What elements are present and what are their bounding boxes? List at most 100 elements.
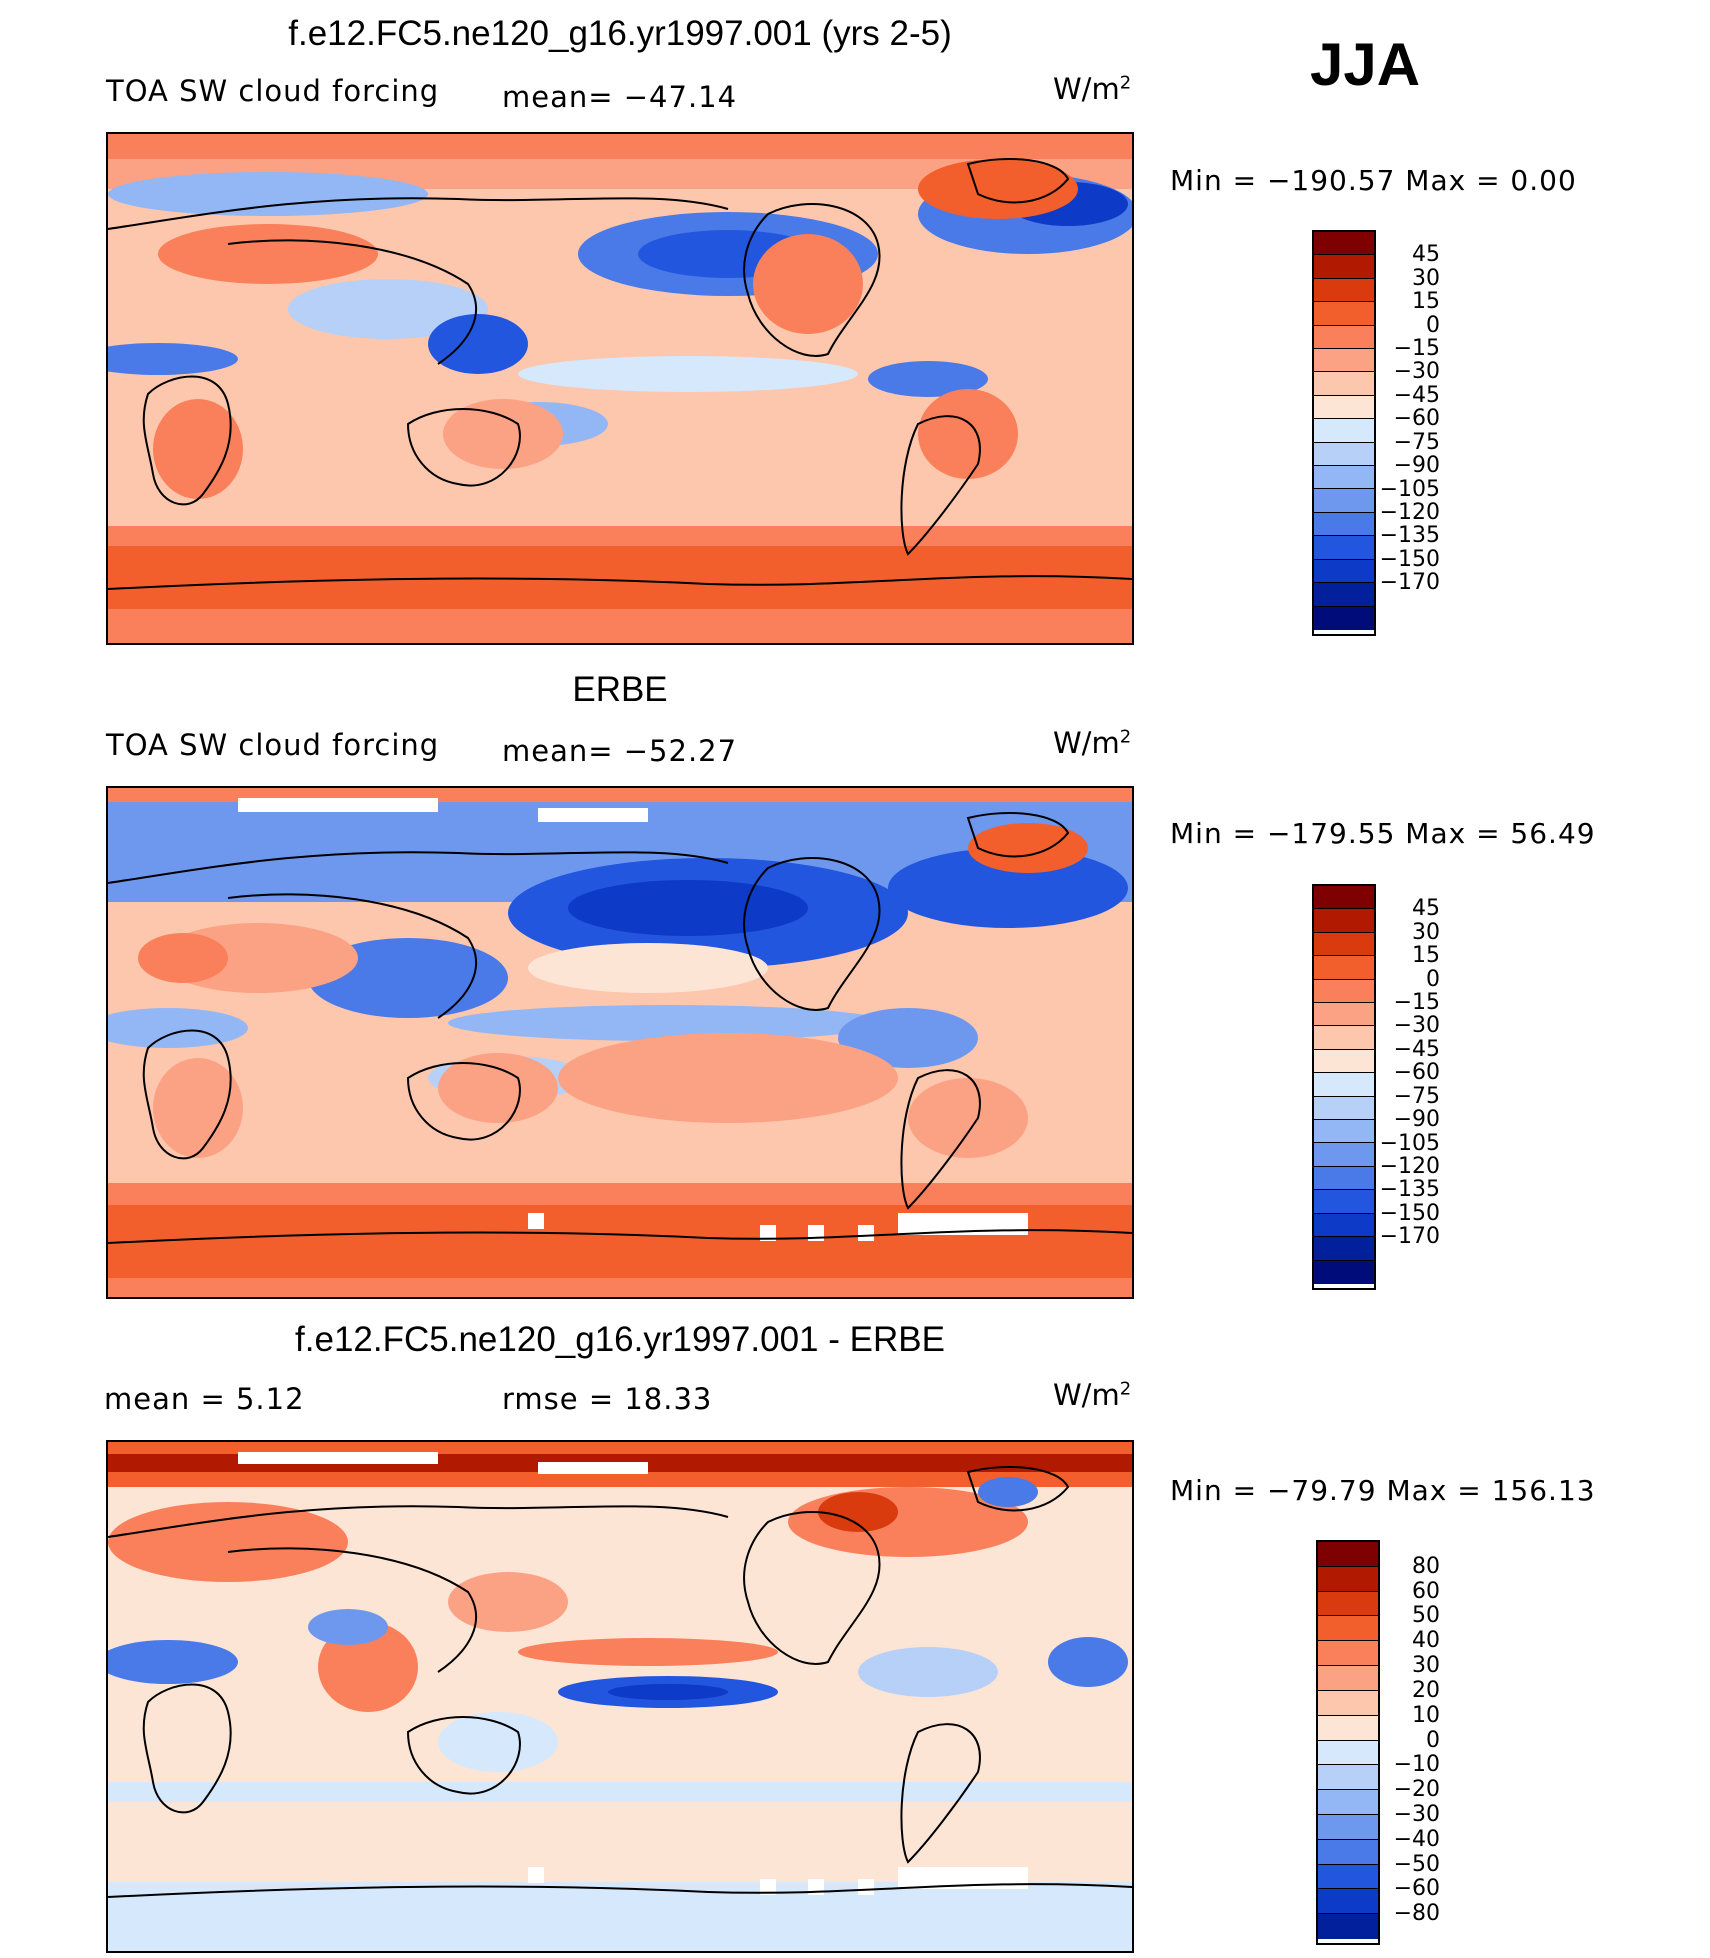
colorbar-swatch [1318, 1542, 1378, 1567]
colorbar-swatch [1314, 583, 1374, 607]
colorbar-swatch [1314, 395, 1374, 420]
colorbar-tick-label: −150 [1379, 1200, 1440, 1226]
colorbar-tick-label: −90 [1393, 453, 1440, 479]
colorbar-swatch [1314, 979, 1374, 1004]
panel-mean-label: mean= −47.14 [502, 80, 738, 114]
colorbar-swatch [1318, 1715, 1378, 1741]
colorbar-swatch [1318, 1690, 1378, 1716]
units-label: W/m2 [1053, 726, 1131, 760]
colorbar-swatch [1318, 1666, 1378, 1691]
colorbar-swatch [1318, 1641, 1378, 1667]
colorbar-swatch [1314, 886, 1374, 910]
panel-title: ERBE [572, 670, 668, 709]
colorbar-swatch [1318, 1790, 1378, 1815]
colorbar-swatch [1314, 1166, 1374, 1191]
colorbar-swatch [1314, 932, 1374, 957]
colorbar-swatch [1314, 1073, 1374, 1097]
colorbar-tick-label: 0 [1426, 1727, 1440, 1753]
units-superscript: 2 [1119, 72, 1132, 94]
colorbar-swatch [1314, 489, 1374, 513]
colorbar-swatch [1314, 909, 1374, 933]
colorbar-tick-label: −105 [1379, 1130, 1440, 1156]
units-superscript: 2 [1119, 726, 1132, 748]
colorbar-labels: 45 30 15 0 −15 −30 −45 −60 −75 −90 −105 −120 −135 −15… [1300, 230, 1440, 636]
map-field-model [108, 134, 1132, 643]
colorbar-swatch [1314, 1143, 1374, 1167]
colorbar-tick-label: 30 [1412, 1653, 1440, 1679]
season-label: JJA [1310, 31, 1421, 98]
colorbar-tick-label: 30 [1412, 265, 1440, 291]
colorbar-tick-label: 15 [1412, 943, 1440, 969]
colorbar-swatch [1314, 1190, 1374, 1214]
colorbar-swatch [1314, 302, 1374, 326]
panel-rmse-label: rmse = 18.33 [502, 1382, 713, 1416]
colorbar-tick-label: −40 [1393, 1826, 1440, 1852]
panel-left-label: TOA SW cloud forcing [106, 74, 440, 108]
colorbar-swatch [1318, 1814, 1378, 1840]
colorbar-tick-label: 60 [1412, 1578, 1440, 1604]
colorbar-tick-label: 45 [1412, 242, 1440, 268]
colorbar-swatch [1314, 442, 1374, 467]
colorbar-labels: 45 30 15 0 −15 −30 −45 −60 −75 −90 −105 −120 −135 −15… [1300, 884, 1440, 1290]
colorbar-tick-label: 20 [1412, 1677, 1440, 1703]
colorbar [1312, 230, 1376, 636]
colorbar-tick-label: −120 [1379, 499, 1440, 525]
colorbar [1316, 1540, 1380, 1945]
panel-left-label: TOA SW cloud forcing [106, 728, 440, 762]
colorbar-swatch [1314, 1213, 1374, 1238]
colorbar-tick-label: −30 [1393, 1801, 1440, 1827]
panel-mean-label: mean= −52.27 [502, 734, 738, 768]
colorbar-tick-label: −90 [1393, 1107, 1440, 1133]
colorbar-swatch [1318, 1591, 1378, 1617]
colorbar-tick-label: −45 [1393, 382, 1440, 408]
minmax-label: Min = −79.79 Max = 156.13 [1170, 1474, 1596, 1507]
colorbar-tick-label: −15 [1393, 336, 1440, 362]
colorbar-swatch [1318, 1616, 1378, 1642]
colorbar-swatch [1318, 1864, 1378, 1890]
colorbar-tick-label: 10 [1412, 1702, 1440, 1728]
units-label: W/m2 [1053, 1378, 1131, 1412]
colorbar-tick-label: −60 [1393, 1060, 1440, 1086]
colorbar-tick-label: −150 [1379, 546, 1440, 572]
colorbar-swatch [1314, 232, 1374, 256]
colorbar-tick-label: 50 [1412, 1603, 1440, 1629]
colorbar-tick-label: −135 [1379, 1177, 1440, 1203]
colorbar-tick-label: −75 [1393, 1083, 1440, 1109]
colorbar-swatch [1318, 1839, 1378, 1865]
colorbar-tick-label: −170 [1379, 1224, 1440, 1250]
map-panel-erbe [106, 786, 1134, 1299]
colorbar-swatch [1314, 1237, 1374, 1261]
units-superscript: 2 [1119, 1378, 1132, 1400]
colorbar-swatch [1318, 1914, 1378, 1939]
map-field-erbe [108, 788, 1132, 1297]
colorbar-swatch [1314, 419, 1374, 443]
colorbar-tick-label: 30 [1412, 919, 1440, 945]
colorbar-swatch [1314, 349, 1374, 373]
colorbar-swatch [1318, 1566, 1378, 1592]
colorbar-tick-label: −120 [1379, 1153, 1440, 1179]
colorbar-tick-label: −50 [1393, 1851, 1440, 1877]
map-panel-difference [106, 1440, 1134, 1953]
colorbar-tick-label: 15 [1412, 289, 1440, 315]
colorbar-tick-label: −80 [1393, 1901, 1440, 1927]
colorbar-tick-label: −170 [1379, 570, 1440, 596]
panel-title: f.e12.FC5.ne120_g16.yr1997.001 - ERBE [295, 1320, 945, 1359]
colorbar-tick-label: −105 [1379, 476, 1440, 502]
colorbar-tick-label: −75 [1393, 429, 1440, 455]
colorbar-tick-label: 0 [1426, 312, 1440, 338]
panel-mean-label: mean = 5.12 [104, 1382, 305, 1416]
colorbar-swatch [1318, 1889, 1378, 1915]
minmax-label: Min = −179.55 Max = 56.49 [1170, 817, 1596, 850]
colorbar-tick-label: 40 [1412, 1628, 1440, 1654]
colorbar-tick-label: −10 [1393, 1752, 1440, 1778]
colorbar-swatch [1318, 1740, 1378, 1766]
units-text: W/m [1053, 1378, 1120, 1412]
colorbar-swatch [1314, 466, 1374, 490]
colorbar-tick-label: 80 [1412, 1553, 1440, 1579]
colorbar-tick-label: −135 [1379, 523, 1440, 549]
colorbar-swatch [1314, 1049, 1374, 1074]
colorbar-swatch [1314, 559, 1374, 584]
colorbar-labels: 80 60 50 40 30 20 10 0 −10 −20 −30 −40 −50 −60 −80 [1300, 1540, 1440, 1945]
colorbar-swatch [1314, 372, 1374, 396]
colorbar-swatch [1314, 1120, 1374, 1144]
